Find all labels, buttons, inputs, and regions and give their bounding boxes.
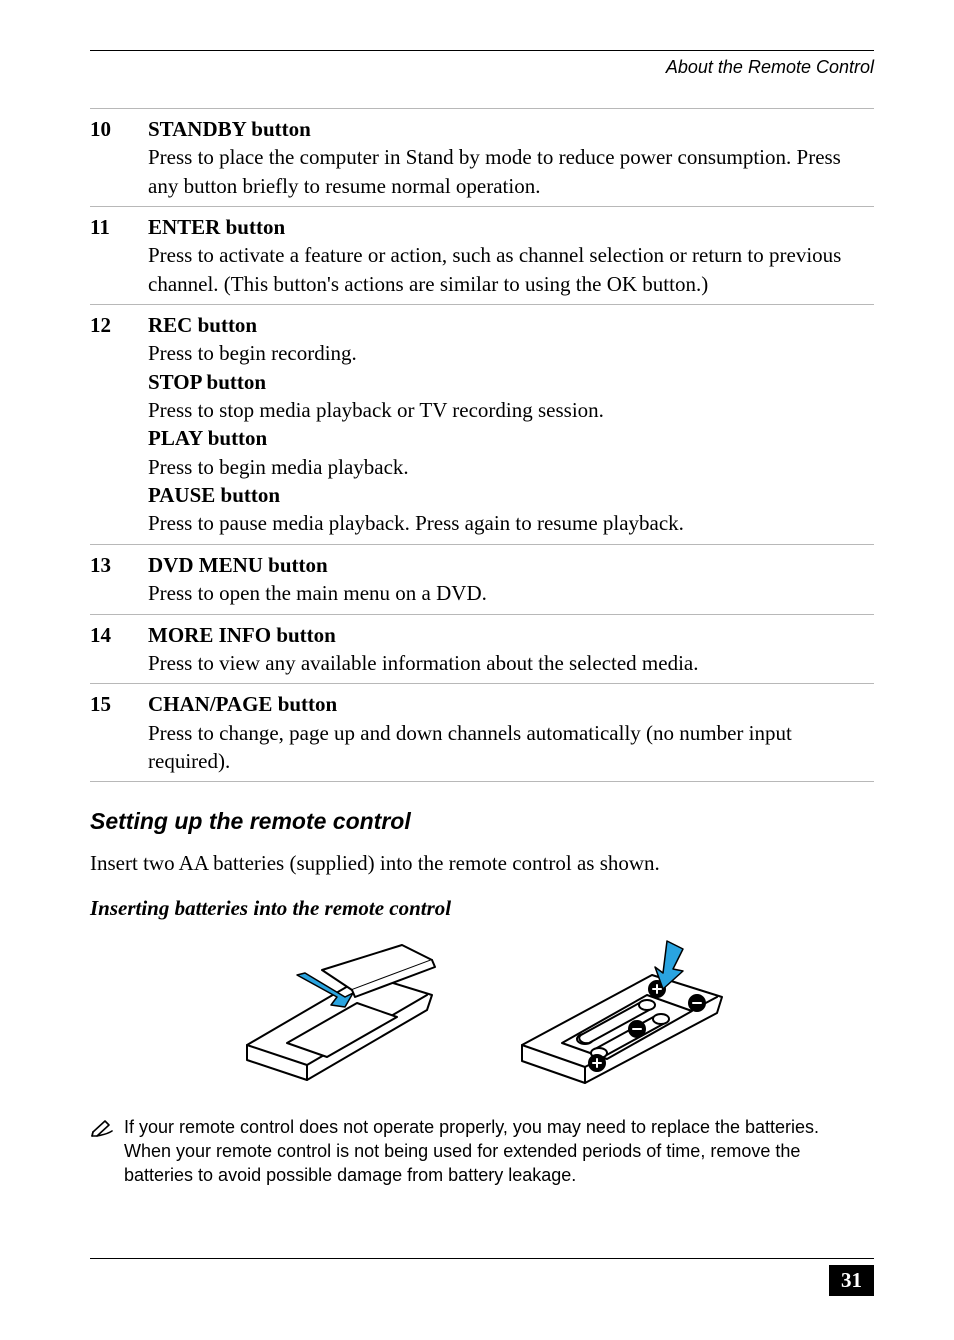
- table-row: 14MORE INFO button Press to view any avai…: [90, 614, 874, 684]
- row-description: REC button Press to begin recording. STOP …: [148, 305, 874, 545]
- figure-caption: Inserting batteries into the remote cont…: [90, 896, 874, 921]
- button-title: PAUSE button: [148, 483, 280, 507]
- footer-rule: [90, 1258, 874, 1259]
- button-title: DVD MENU button: [148, 553, 328, 577]
- row-number: 14: [90, 614, 148, 684]
- row-description: MORE INFO button Press to view any availa…: [148, 614, 874, 684]
- page-footer: 31: [90, 1258, 874, 1296]
- button-description-table: 10STANDBY button Press to place the compu…: [90, 108, 874, 782]
- button-description-text: Press to place the computer in Stand by …: [148, 145, 841, 197]
- button-title: MORE INFO button: [148, 623, 336, 647]
- note-pencil-icon: [90, 1117, 114, 1137]
- row-number: 13: [90, 544, 148, 614]
- remote-insert-batteries-illustration: [507, 935, 737, 1085]
- row-number: 12: [90, 305, 148, 545]
- section-header: About the Remote Control: [90, 57, 874, 108]
- row-number: 15: [90, 684, 148, 782]
- row-number: 10: [90, 109, 148, 207]
- button-description-text: Press to pause media playback. Press aga…: [148, 511, 684, 535]
- section-heading: Setting up the remote control: [90, 808, 874, 835]
- table-row: 12REC button Press to begin recording. STO…: [90, 305, 874, 545]
- row-description: DVD MENU button Press to open the main me…: [148, 544, 874, 614]
- button-description-text: Press to open the main menu on a DVD.: [148, 581, 487, 605]
- button-description-text: Press to begin media playback.: [148, 455, 409, 479]
- note-block: If your remote control does not operate …: [90, 1115, 874, 1188]
- table-row: 15CHAN/PAGE button Press to change, page …: [90, 684, 874, 782]
- button-title: ENTER button: [148, 215, 285, 239]
- button-title: REC button: [148, 313, 257, 337]
- button-title: STANDBY button: [148, 117, 311, 141]
- button-description-text: Press to activate a feature or action, s…: [148, 243, 841, 295]
- header-rule: [90, 50, 874, 51]
- button-description-text: Press to change, page up and down channe…: [148, 721, 792, 773]
- row-description: CHAN/PAGE button Press to change, page up…: [148, 684, 874, 782]
- note-text: If your remote control does not operate …: [124, 1115, 864, 1188]
- remote-open-cover-illustration: [227, 935, 447, 1085]
- button-title: PLAY button: [148, 426, 267, 450]
- button-description-text: Press to begin recording.: [148, 341, 357, 365]
- table-row: 13DVD MENU button Press to open the main …: [90, 544, 874, 614]
- row-description: ENTER button Press to activate a feature …: [148, 207, 874, 305]
- button-title: CHAN/PAGE button: [148, 692, 337, 716]
- button-title: STOP button: [148, 370, 266, 394]
- table-row: 10STANDBY button Press to place the compu…: [90, 109, 874, 207]
- button-description-text: Press to stop media playback or TV recor…: [148, 398, 604, 422]
- row-description: STANDBY button Press to place the compute…: [148, 109, 874, 207]
- button-description-text: Press to view any available information …: [148, 651, 699, 675]
- row-number: 11: [90, 207, 148, 305]
- figure-row: [90, 935, 874, 1085]
- body-paragraph: Insert two AA batteries (supplied) into …: [90, 849, 874, 877]
- table-row: 11ENTER button Press to activate a featur…: [90, 207, 874, 305]
- page-number: 31: [829, 1265, 874, 1296]
